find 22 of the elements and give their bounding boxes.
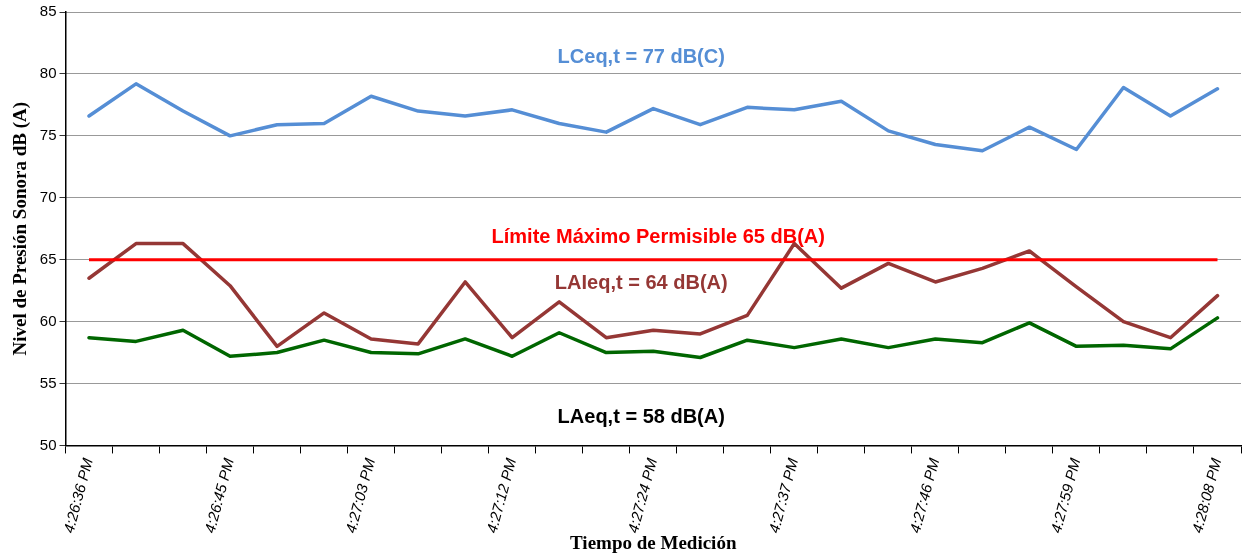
x-tick-label: 4:27:46 PM [906, 455, 943, 535]
x-tick-label: 4:26:36 PM [59, 455, 97, 535]
annotation: LAeq,t = 58 dB(A) [557, 404, 725, 427]
x-tick-label: 4:27:24 PM [623, 455, 661, 535]
y-tick-label: 80 [39, 64, 57, 82]
x-tick-label: 4:27:03 PM [341, 455, 379, 535]
y-tick-label: 85 [39, 2, 57, 20]
ref-line-label: Límite Máximo Permisible 65 dB(A) [491, 225, 825, 248]
y-tick-label: 65 [39, 249, 57, 267]
y-tick-label: 50 [39, 435, 57, 453]
x-tick-label: 4:26:45 PM [200, 455, 238, 535]
y-tick-label: 75 [39, 125, 57, 143]
y-axis-title: Nivel de Presión Sonora dB (A) [9, 101, 32, 356]
x-tick-label: 4:27:37 PM [764, 455, 802, 535]
y-tick-label: 55 [39, 373, 57, 391]
annotation: LAIeq,t = 64 dB(A) [554, 271, 728, 294]
x-tick-label: 4:28:08 PM [1188, 455, 1225, 535]
x-tick-label: 4:27:59 PM [1047, 455, 1084, 535]
y-tick-label: 70 [39, 187, 57, 205]
y-tick-label: 60 [39, 311, 57, 329]
x-tick-label: 4:27:12 PM [482, 455, 520, 535]
annotation: LCeq,t = 77 dB(C) [557, 44, 725, 67]
